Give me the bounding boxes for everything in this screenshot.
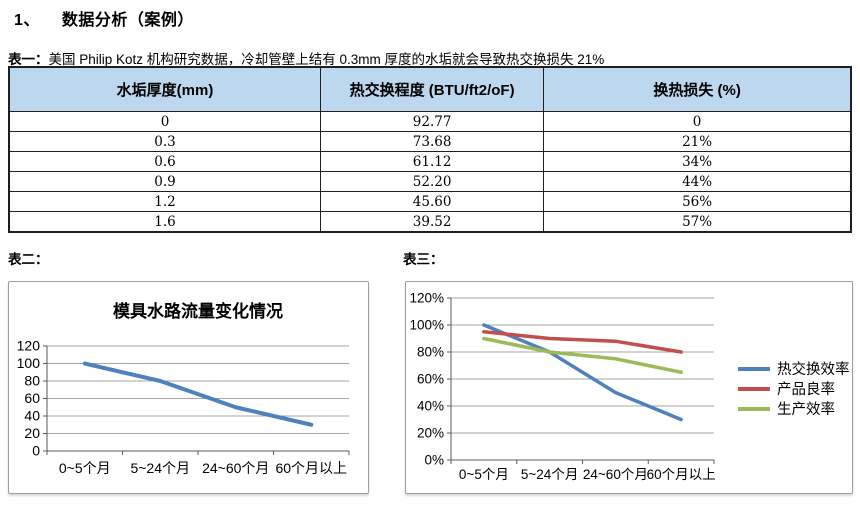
table-row: 0.9 52.20 44% bbox=[8, 171, 852, 192]
scale-thickness-table: 水垢厚度(mm) 热交换程度 (BTU/ft2/oF) 换热损失 (%) 0 92.7… bbox=[8, 66, 852, 233]
table-header-cell: 水垢厚度(mm) bbox=[8, 66, 322, 112]
y-tick-label: 80 bbox=[24, 373, 40, 389]
table-cell: 92.77 bbox=[320, 111, 545, 132]
table2-label: 表二： bbox=[8, 252, 49, 267]
heading-number: 1、 bbox=[14, 12, 40, 29]
efficiency-chart-canvas: 0% 20% 40% 60% 80% 100% 120% 0~5个月 5~24个月 24~60个月… bbox=[409, 291, 850, 483]
table-cell: 21% bbox=[543, 131, 852, 152]
table-body: 0 92.77 0 0.3 73.68 21% 0.6 61.12 34% 0.9 52.20 44%… bbox=[8, 111, 852, 233]
legend-label-1: 产品良率 bbox=[777, 381, 835, 398]
y-tick-label: 0% bbox=[424, 453, 444, 468]
y-tick-label: 20% bbox=[417, 426, 444, 441]
table-cell: 0.6 bbox=[8, 151, 322, 172]
table-cell: 56% bbox=[543, 191, 852, 212]
table-cell: 44% bbox=[543, 171, 852, 192]
table-cell: 61.12 bbox=[320, 151, 545, 172]
x-tick-label: 5~24个月 bbox=[130, 460, 190, 476]
x-tick-label: 60个月以上 bbox=[275, 460, 347, 476]
x-tick-label: 24~60个月 bbox=[583, 467, 648, 482]
table-header-cell: 换热损失 (%) bbox=[543, 66, 852, 112]
table3-label: 表三： bbox=[403, 252, 444, 267]
x-tick-label: 0~5个月 bbox=[59, 460, 111, 476]
table-cell: 1.6 bbox=[8, 211, 322, 233]
series-line-2 bbox=[482, 336, 683, 374]
table-cell: 34% bbox=[543, 151, 852, 172]
table-cell: 0 bbox=[8, 111, 322, 132]
y-tick-label: 120 bbox=[17, 338, 41, 354]
table1-label: 表一： bbox=[8, 51, 49, 67]
series-line-0 bbox=[482, 323, 683, 422]
y-tick-label: 20 bbox=[24, 425, 40, 441]
table-cell: 52.20 bbox=[320, 171, 545, 192]
table-row: 0.6 61.12 34% bbox=[8, 151, 852, 172]
table-cell: 39.52 bbox=[320, 211, 545, 233]
chart-title: 模具水路流量变化情况 bbox=[113, 301, 283, 321]
legend-label-0: 热交换效率 bbox=[777, 360, 850, 378]
series-line-0 bbox=[82, 361, 314, 427]
y-tick-label: 60% bbox=[417, 372, 444, 387]
table-cell: 1.2 bbox=[8, 191, 322, 212]
series-line-1 bbox=[482, 330, 683, 354]
y-tick-label: 80% bbox=[417, 345, 444, 360]
x-tick-label: 60个月以上 bbox=[647, 467, 716, 482]
table-row: 1.2 45.60 56% bbox=[8, 191, 852, 212]
flow-change-chart: 0 20 40 60 80 100 120 0~5个月 5~24个月 24~60个月 60个月以上 模… bbox=[8, 281, 369, 494]
x-tick-label: 0~5个月 bbox=[459, 467, 509, 482]
y-tick-label: 40% bbox=[417, 399, 444, 414]
y-tick-label: 0 bbox=[32, 443, 40, 459]
table-header-cell: 热交换程度 (BTU/ft2/oF) bbox=[320, 66, 545, 112]
page-title: 1、 数据分析（案例） bbox=[14, 6, 194, 30]
y-tick-label: 60 bbox=[24, 390, 40, 406]
table-header-row: 水垢厚度(mm) 热交换程度 (BTU/ft2/oF) 换热损失 (%) bbox=[8, 66, 852, 112]
y-tick-label: 120% bbox=[409, 291, 444, 306]
x-tick-label: 5~24个月 bbox=[521, 467, 578, 482]
table-cell: 0 bbox=[543, 111, 852, 132]
table1-caption-text: 美国 Philip Kotz 机构研究数据，冷却管壁上结有 0.3mm 厚度的水… bbox=[48, 51, 605, 67]
table-cell: 45.60 bbox=[320, 191, 545, 212]
table-row: 0.3 73.68 21% bbox=[8, 131, 852, 152]
legend-label-2: 生产效率 bbox=[777, 401, 835, 418]
table-cell: 73.68 bbox=[320, 131, 545, 152]
heading-text: 数据分析（案例） bbox=[61, 12, 194, 29]
y-tick-label: 100 bbox=[17, 355, 41, 371]
table-cell: 0.9 bbox=[8, 171, 322, 192]
table-cell: 0.3 bbox=[8, 131, 322, 152]
x-tick-label: 24~60个月 bbox=[202, 460, 269, 476]
table-row: 0 92.77 0 bbox=[8, 111, 852, 132]
table1-caption: 表一：美国 Philip Kotz 机构研究数据，冷却管壁上结有 0.3mm 厚… bbox=[8, 48, 604, 68]
efficiency-chart: 0% 20% 40% 60% 80% 100% 120% 0~5个月 5~24个月 24~60个月… bbox=[405, 281, 853, 494]
table-row: 1.6 39.52 57% bbox=[8, 211, 852, 233]
table-cell: 57% bbox=[543, 211, 852, 233]
y-tick-label: 100% bbox=[409, 318, 444, 333]
y-tick-label: 40 bbox=[24, 408, 40, 424]
